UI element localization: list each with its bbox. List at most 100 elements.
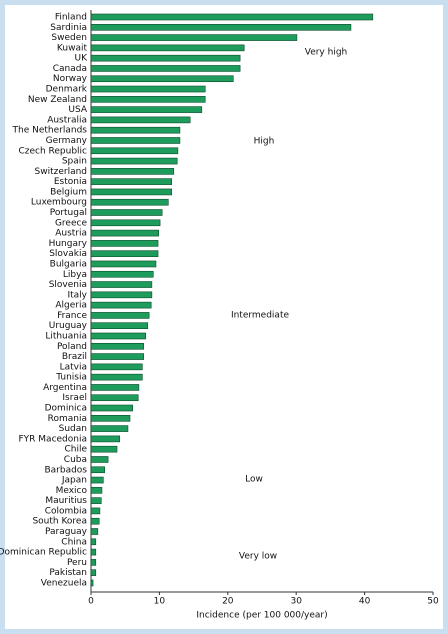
y-tick-label: Dominican Republic xyxy=(0,548,87,558)
y-tick-label: Estonia xyxy=(54,177,87,187)
bar xyxy=(90,569,97,576)
x-tick-label: 0 xyxy=(88,597,94,607)
x-tick-label: 10 xyxy=(154,597,166,607)
bar xyxy=(90,240,159,247)
y-tick-label: Spain xyxy=(62,157,87,167)
bar xyxy=(90,168,175,175)
y-tick-label: Venezuela xyxy=(41,578,87,588)
y-tick-label: Mexico xyxy=(56,486,88,496)
annotation: High xyxy=(254,137,275,147)
y-tick-label: Brazil xyxy=(62,352,87,362)
y-tick-label: Japan xyxy=(61,476,87,486)
y-tick-label: Finland xyxy=(55,13,87,23)
y-tick-label: France xyxy=(57,311,87,321)
bar xyxy=(90,301,152,309)
y-tick-label: Belgium xyxy=(50,187,87,197)
bar xyxy=(90,548,97,556)
bar xyxy=(90,384,140,391)
y-tick-label: Switzerland xyxy=(35,167,88,177)
y-tick-label: Slovakia xyxy=(49,249,87,259)
bar xyxy=(90,188,173,196)
bar xyxy=(90,250,159,257)
y-tick-label: Greece xyxy=(55,218,87,228)
y-tick-label: Dominica xyxy=(45,404,87,414)
y-tick-label: Poland xyxy=(57,342,87,352)
bar xyxy=(90,178,173,185)
annotation: Intermediate xyxy=(231,311,290,321)
bar xyxy=(90,291,153,299)
bar xyxy=(90,322,149,330)
bar xyxy=(90,65,241,72)
y-tick-label: FYR Macedonia xyxy=(19,434,88,444)
x-tick-label: 20 xyxy=(222,597,234,607)
y-tick-label: The Netherlands xyxy=(12,126,88,136)
bar xyxy=(90,445,118,453)
y-tick-label: Canada xyxy=(53,64,87,74)
bar xyxy=(90,157,178,165)
bar xyxy=(90,147,179,155)
bar xyxy=(90,425,129,432)
bar xyxy=(90,332,147,340)
y-tick-label: Austria xyxy=(55,229,87,239)
y-tick-label: USA xyxy=(68,105,87,115)
bar xyxy=(90,394,139,402)
bar xyxy=(90,116,191,124)
y-tick-label: Cuba xyxy=(64,455,87,465)
y-tick-label: Barbados xyxy=(44,465,87,475)
y-tick-label: Romania xyxy=(48,414,87,424)
y-tick-label: Kuwait xyxy=(57,43,88,53)
bar xyxy=(90,466,105,474)
bar xyxy=(90,528,99,535)
y-tick-label: South Korea xyxy=(32,517,87,527)
y-tick-label: Czech Republic xyxy=(18,146,87,156)
bar xyxy=(90,497,102,504)
y-tick-label: Luxembourg xyxy=(31,198,87,208)
y-tick-label: Libya xyxy=(63,270,87,280)
bar xyxy=(90,229,160,237)
y-tick-label: Mauritius xyxy=(45,496,87,506)
bar xyxy=(90,517,100,525)
y-tick-label: Sardinia xyxy=(50,23,87,33)
y-tick-label: Slovenia xyxy=(49,280,87,290)
y-tick-label: Australia xyxy=(47,115,87,125)
x-tick-label: 50 xyxy=(427,597,439,607)
bar xyxy=(90,260,157,268)
bar xyxy=(90,559,97,566)
y-tick-label: Italy xyxy=(67,290,87,300)
y-tick-label: Latvia xyxy=(60,362,87,372)
y-tick-label: Paraguay xyxy=(45,527,88,537)
bar xyxy=(90,270,154,278)
annotation: Very high xyxy=(305,48,348,58)
y-tick-label: Sudan xyxy=(59,424,87,434)
y-tick-label: UK xyxy=(75,54,89,64)
bar xyxy=(90,96,206,103)
bar xyxy=(90,209,163,216)
bar xyxy=(90,34,298,41)
annotation: Low xyxy=(245,475,263,485)
y-tick-label: Chile xyxy=(64,445,87,455)
bar xyxy=(90,363,143,371)
y-tick-label: Hungary xyxy=(49,239,88,249)
bar xyxy=(90,85,206,93)
bar xyxy=(90,44,245,52)
panel xyxy=(5,5,443,629)
bar xyxy=(90,476,104,484)
bar xyxy=(90,373,143,381)
bar xyxy=(90,456,109,463)
y-tick-label: Sweden xyxy=(51,33,87,43)
bar xyxy=(90,54,241,62)
y-tick-label: Algeria xyxy=(55,301,87,311)
y-tick-label: China xyxy=(61,537,87,547)
y-tick-label: Bulgaria xyxy=(50,259,87,269)
bar xyxy=(90,23,352,31)
bar xyxy=(90,435,121,443)
bar xyxy=(90,353,144,360)
y-tick-label: Peru xyxy=(67,558,87,568)
y-tick-label: Argentina xyxy=(43,383,87,393)
y-tick-label: Uruguay xyxy=(49,321,88,331)
y-tick-label: Norway xyxy=(53,74,88,84)
bar xyxy=(90,106,203,113)
bar xyxy=(90,75,234,83)
y-tick-label: Pakistan xyxy=(49,568,87,578)
